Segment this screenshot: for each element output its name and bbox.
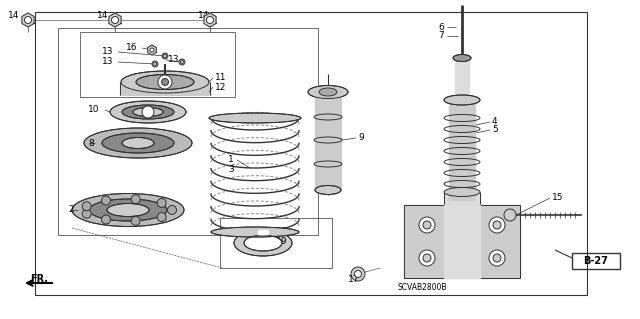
Circle shape <box>142 106 154 118</box>
Circle shape <box>102 196 111 205</box>
Ellipse shape <box>122 105 174 119</box>
Polygon shape <box>444 192 480 270</box>
Bar <box>404 205 520 278</box>
Bar <box>220 218 332 268</box>
Circle shape <box>152 61 158 67</box>
Text: SCVAB2800B: SCVAB2800B <box>398 283 447 292</box>
Polygon shape <box>404 205 520 278</box>
Text: 6: 6 <box>438 23 444 32</box>
Circle shape <box>157 198 166 207</box>
Polygon shape <box>148 45 156 55</box>
Text: 18: 18 <box>276 227 287 236</box>
Ellipse shape <box>453 55 471 62</box>
Ellipse shape <box>136 75 194 90</box>
Circle shape <box>82 202 91 211</box>
Text: 1: 1 <box>228 155 234 165</box>
Text: 9: 9 <box>358 133 364 143</box>
Text: FR.: FR. <box>30 274 48 284</box>
Circle shape <box>351 267 365 281</box>
Circle shape <box>158 75 172 89</box>
Circle shape <box>493 221 501 229</box>
Circle shape <box>423 221 431 229</box>
Polygon shape <box>449 100 475 200</box>
Bar <box>572 253 620 269</box>
Circle shape <box>504 209 516 221</box>
Circle shape <box>131 216 140 225</box>
Text: 14: 14 <box>8 11 19 20</box>
Text: 13: 13 <box>102 57 113 66</box>
Ellipse shape <box>84 128 192 158</box>
Circle shape <box>207 17 214 24</box>
Bar <box>58 28 318 235</box>
Ellipse shape <box>319 88 337 96</box>
Ellipse shape <box>444 188 480 197</box>
Ellipse shape <box>89 199 167 221</box>
Polygon shape <box>444 205 480 278</box>
Ellipse shape <box>315 186 341 195</box>
Text: 10: 10 <box>88 106 99 115</box>
Polygon shape <box>315 92 341 190</box>
Circle shape <box>489 217 505 233</box>
Text: 15: 15 <box>552 194 563 203</box>
Ellipse shape <box>209 113 301 123</box>
Bar <box>35 12 587 295</box>
Circle shape <box>150 48 154 52</box>
Circle shape <box>161 78 168 85</box>
Polygon shape <box>120 82 210 95</box>
Text: 14: 14 <box>198 11 209 20</box>
Circle shape <box>24 17 31 24</box>
Circle shape <box>102 215 111 224</box>
Circle shape <box>154 63 157 65</box>
Text: 14: 14 <box>97 11 108 20</box>
Text: 16: 16 <box>126 43 138 53</box>
Text: 5: 5 <box>492 125 498 135</box>
Text: 2: 2 <box>68 205 74 214</box>
Circle shape <box>168 205 177 214</box>
Circle shape <box>355 271 362 278</box>
Text: 19: 19 <box>276 236 287 246</box>
Text: 7: 7 <box>438 32 444 41</box>
Circle shape <box>162 53 168 59</box>
Circle shape <box>423 254 431 262</box>
Circle shape <box>111 17 118 24</box>
Polygon shape <box>204 13 216 27</box>
Polygon shape <box>109 13 121 27</box>
Ellipse shape <box>444 95 480 105</box>
Ellipse shape <box>72 194 184 226</box>
Circle shape <box>131 195 140 204</box>
Ellipse shape <box>121 71 209 93</box>
Text: 13: 13 <box>168 56 179 64</box>
Circle shape <box>163 55 166 57</box>
Circle shape <box>419 217 435 233</box>
Polygon shape <box>455 58 469 100</box>
Text: 3: 3 <box>228 166 234 174</box>
Text: 4: 4 <box>492 117 498 127</box>
Ellipse shape <box>110 101 186 123</box>
Text: 12: 12 <box>215 83 227 92</box>
Text: B-27: B-27 <box>584 256 609 266</box>
Ellipse shape <box>308 85 348 99</box>
Circle shape <box>180 61 184 63</box>
Bar <box>80 32 235 97</box>
Ellipse shape <box>102 133 174 153</box>
Text: 8: 8 <box>88 138 93 147</box>
Ellipse shape <box>107 204 149 217</box>
Polygon shape <box>258 230 268 234</box>
Circle shape <box>419 250 435 266</box>
Circle shape <box>157 212 166 222</box>
Circle shape <box>179 59 185 65</box>
Ellipse shape <box>133 108 163 116</box>
Circle shape <box>489 250 505 266</box>
Text: 17: 17 <box>348 276 360 285</box>
Ellipse shape <box>122 137 154 149</box>
Circle shape <box>493 254 501 262</box>
Ellipse shape <box>244 235 282 251</box>
Text: 13: 13 <box>102 48 113 56</box>
Circle shape <box>82 209 91 218</box>
Polygon shape <box>22 13 34 27</box>
Text: 11: 11 <box>215 73 227 83</box>
Ellipse shape <box>211 227 299 237</box>
Ellipse shape <box>234 230 292 256</box>
